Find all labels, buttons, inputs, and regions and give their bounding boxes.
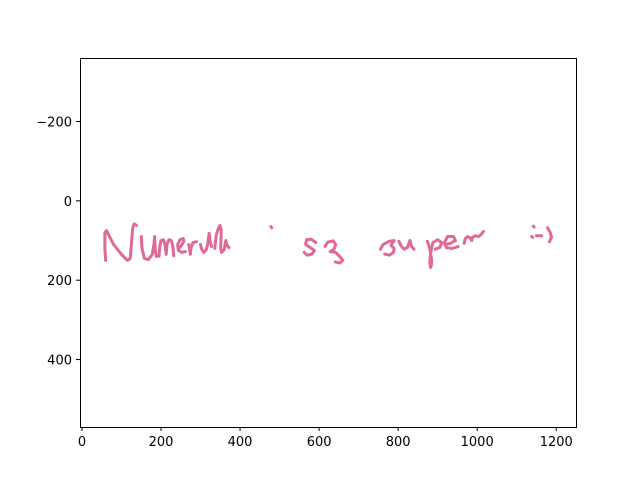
stroke-7: [269, 225, 274, 230]
x-tick-label: 600: [307, 435, 332, 450]
x-tick-label: 0: [78, 435, 86, 450]
x-tick-label: 1200: [540, 435, 573, 450]
stroke-14: [462, 229, 485, 245]
stroke-0: [103, 222, 138, 262]
y-tick-label: 400: [47, 354, 72, 369]
handwriting-strokes: [103, 222, 553, 269]
stroke-2: [157, 238, 176, 258]
stroke-15: [531, 224, 536, 229]
stroke-11: [397, 239, 416, 251]
stroke-5: [199, 231, 214, 254]
stroke-4: [187, 240, 199, 256]
stroke-1: [139, 235, 158, 262]
x-axis: 0 200 400 600 800 1000 1200: [78, 427, 573, 450]
y-tick-label: 0: [64, 195, 72, 210]
x-tick-label: 400: [228, 435, 253, 450]
axes-frame: [80, 58, 577, 428]
x-tick-label: 800: [386, 435, 411, 450]
stroke-16: [530, 235, 534, 239]
y-axis: −200 0 200 400: [36, 115, 80, 369]
x-tick-label: 1000: [461, 435, 494, 450]
stroke-10: [378, 239, 396, 257]
x-tick-label: 200: [149, 435, 174, 450]
stroke-9: [323, 239, 345, 265]
stroke-8: [302, 237, 318, 257]
stroke-18: [546, 226, 553, 244]
stroke-6: [213, 223, 231, 254]
stroke-13: [442, 235, 460, 250]
stroke-12: [425, 238, 444, 269]
y-tick-label: −200: [36, 115, 72, 130]
y-tick-label: 200: [47, 274, 72, 289]
stroke-3: [176, 237, 187, 254]
